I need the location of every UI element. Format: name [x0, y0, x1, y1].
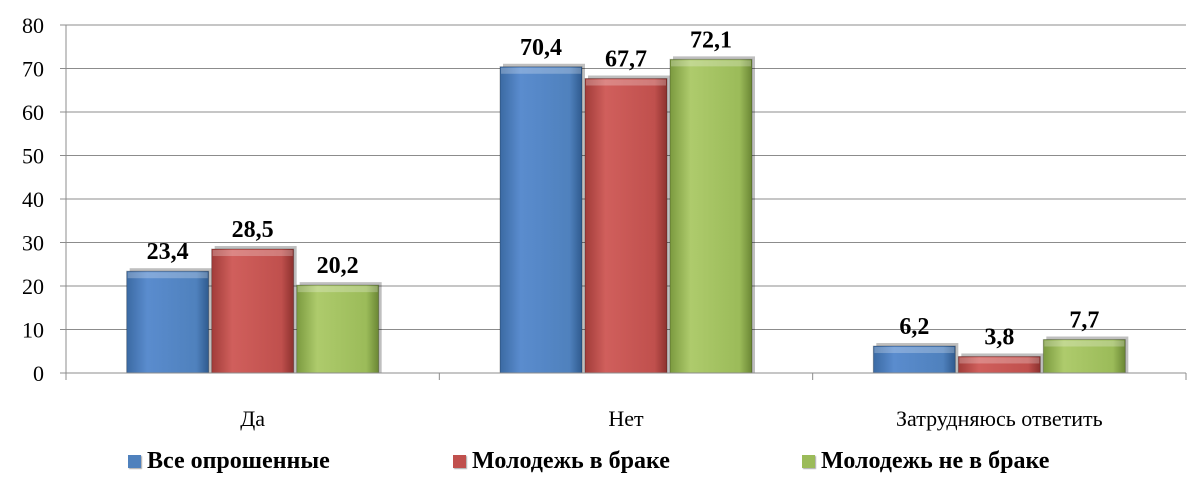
legend: Все опрошенные Молодежь в браке Молодежь… [0, 448, 1192, 488]
data-label: 72,1 [690, 27, 732, 53]
bar-highlight [959, 357, 1040, 364]
bar-highlight [501, 67, 581, 74]
bar-highlight [671, 60, 751, 67]
y-tick-label: 70 [22, 57, 44, 82]
y-tick-label: 0 [33, 361, 44, 386]
bar-highlight [874, 347, 955, 354]
data-labels: 23,4 28,5 20,2 70,4 67,7 72,1 6,2 3,8 7,7 [147, 27, 1100, 350]
data-label: 23,4 [147, 239, 189, 265]
y-tick-label: 30 [22, 231, 44, 256]
bars [126, 56, 1129, 374]
legend-label-unmarried: Молодежь не в браке [821, 448, 1050, 474]
bar [669, 58, 753, 374]
bar [211, 248, 295, 374]
bar [296, 284, 380, 374]
bar-highlight [1044, 340, 1125, 347]
bar [584, 78, 668, 374]
legend-swatch-married [453, 455, 466, 468]
data-label: 3,8 [984, 324, 1014, 350]
legend-label-all: Все опрошенные [147, 448, 330, 474]
y-axis: 0 10 20 30 40 50 60 70 80 [22, 13, 67, 386]
legend-swatch-all [128, 455, 141, 468]
legend-swatch-unmarried [802, 455, 815, 468]
data-label: 28,5 [232, 217, 274, 243]
bar-chart: 0 10 20 30 40 50 60 70 80 Да Нет Затрудняюсь ответ… [22, 13, 1187, 431]
bar [1042, 339, 1126, 374]
data-label: 6,2 [899, 314, 929, 340]
x-category-label: Да [240, 406, 265, 431]
y-tick-label: 10 [22, 318, 44, 343]
y-tick-label: 40 [22, 187, 44, 212]
y-tick-label: 80 [22, 13, 44, 38]
legend-label-married: Молодежь в браке [472, 448, 670, 474]
x-axis: Да Нет Затрудняюсь ответить [65, 372, 1187, 431]
data-label: 70,4 [520, 35, 562, 61]
legend-item-all: Все опрошенные [128, 448, 330, 475]
y-tick-label: 50 [22, 144, 44, 169]
y-tick-label: 20 [22, 274, 44, 299]
x-category-label: Нет [608, 406, 644, 431]
x-category-label: Затрудняюсь ответить [896, 406, 1103, 431]
bar [872, 345, 956, 374]
y-tick-label: 60 [22, 100, 44, 125]
bar-highlight [127, 272, 208, 279]
bar [499, 66, 583, 374]
legend-item-married: Молодежь в браке [453, 448, 670, 475]
data-label: 20,2 [317, 253, 359, 279]
data-label: 67,7 [605, 47, 647, 73]
legend-item-unmarried: Молодежь не в браке [802, 448, 1049, 475]
bar-highlight [297, 286, 378, 293]
bar-highlight [586, 79, 666, 86]
data-label: 7,7 [1069, 308, 1099, 334]
bar [126, 270, 210, 374]
bar-highlight [212, 250, 293, 257]
